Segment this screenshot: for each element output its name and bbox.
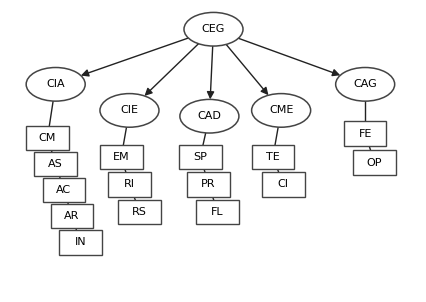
Bar xyxy=(26,126,69,150)
Ellipse shape xyxy=(100,94,158,127)
Text: AR: AR xyxy=(64,211,80,221)
Bar xyxy=(261,172,304,197)
Text: CIE: CIE xyxy=(120,105,138,115)
Text: CI: CI xyxy=(277,179,288,189)
Text: TE: TE xyxy=(265,152,279,162)
Text: OP: OP xyxy=(366,158,381,168)
Bar xyxy=(343,121,386,146)
Text: AS: AS xyxy=(48,159,63,169)
Text: SP: SP xyxy=(193,152,207,162)
Text: CM: CM xyxy=(39,133,56,143)
Text: CAD: CAD xyxy=(197,111,221,121)
Bar xyxy=(178,145,221,169)
Ellipse shape xyxy=(335,68,394,101)
Text: FE: FE xyxy=(358,129,371,139)
Bar xyxy=(34,152,77,176)
Bar xyxy=(196,200,239,224)
Text: CME: CME xyxy=(268,105,293,115)
Bar xyxy=(108,172,150,197)
Bar xyxy=(51,204,93,228)
Text: PR: PR xyxy=(201,179,215,189)
Ellipse shape xyxy=(179,99,239,133)
Text: FL: FL xyxy=(211,207,223,217)
Text: AC: AC xyxy=(56,185,71,195)
Text: CEG: CEG xyxy=(201,24,225,34)
Ellipse shape xyxy=(251,94,310,127)
Bar xyxy=(251,145,294,169)
Bar xyxy=(118,200,161,224)
Text: CAG: CAG xyxy=(352,79,376,89)
Bar xyxy=(59,230,101,255)
Ellipse shape xyxy=(26,68,85,101)
Text: EM: EM xyxy=(113,152,129,162)
Bar xyxy=(43,178,85,202)
Text: CIA: CIA xyxy=(46,79,65,89)
Bar xyxy=(100,145,142,169)
Bar xyxy=(352,150,395,175)
Bar xyxy=(187,172,229,197)
Text: RS: RS xyxy=(132,207,147,217)
Ellipse shape xyxy=(184,12,242,46)
Text: IN: IN xyxy=(74,237,86,247)
Text: RI: RI xyxy=(124,179,135,189)
